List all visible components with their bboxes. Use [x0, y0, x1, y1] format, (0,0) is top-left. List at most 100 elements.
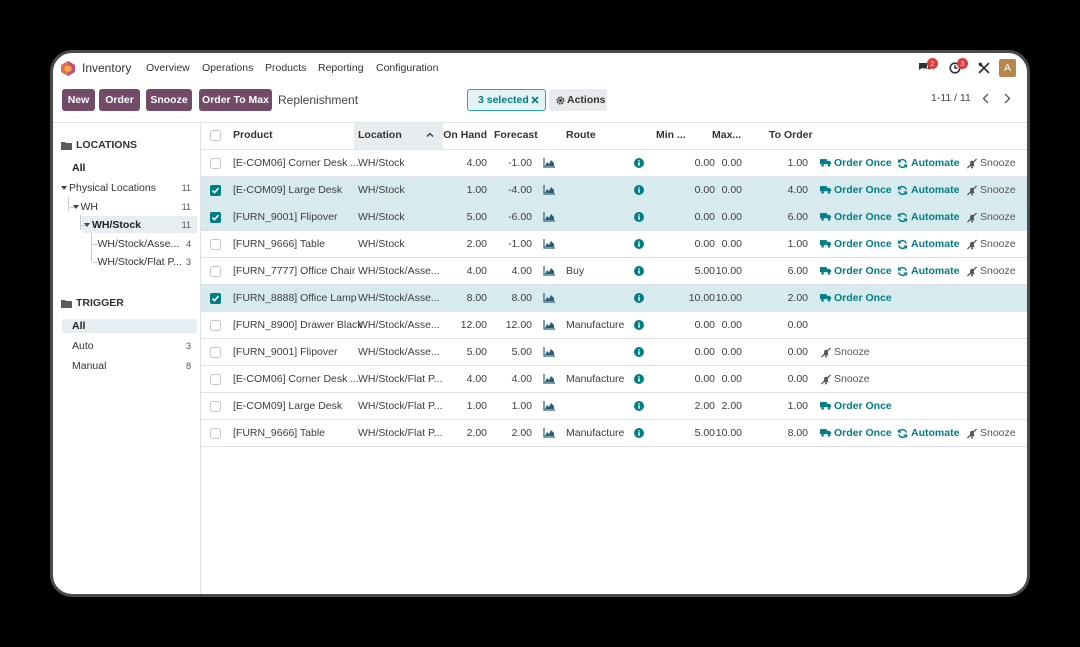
tree-item[interactable]: WH/Stock	[92, 219, 142, 231]
info-icon-part[interactable]	[638, 242, 640, 247]
row-checkbox-part[interactable]	[210, 184, 221, 196]
automate-button[interactable]: Automate	[911, 264, 960, 277]
forecast-graph-part[interactable]	[545, 267, 554, 274]
snooze-icon-part[interactable]	[966, 211, 978, 223]
info-icon[interactable]	[634, 400, 644, 411]
info-icon-part[interactable]	[638, 404, 640, 409]
order-once-icon-part[interactable]	[820, 428, 827, 434]
info-icon-part[interactable]	[634, 211, 644, 222]
order-once-icon-part[interactable]	[826, 403, 832, 407]
automate-icon[interactable]	[897, 185, 909, 196]
row-checkbox[interactable]	[210, 184, 221, 196]
order-once-icon-part[interactable]	[821, 433, 824, 437]
snooze-button[interactable]: Snooze	[980, 210, 1016, 223]
info-icon-part[interactable]	[638, 321, 640, 323]
snooze-icon[interactable]	[966, 238, 978, 250]
snooze-icon-part[interactable]	[966, 211, 978, 223]
tree-caret[interactable]	[72, 204, 79, 210]
order-once-icon-part[interactable]	[821, 190, 824, 194]
column-header[interactable]: Location	[358, 129, 402, 141]
info-icon-part[interactable]	[634, 373, 644, 384]
pager-prev-part[interactable]	[982, 93, 989, 104]
info-icon-part[interactable]	[638, 186, 640, 188]
order-once-icon-part[interactable]	[821, 217, 824, 221]
forecast-graph-part[interactable]	[543, 265, 555, 276]
order-once-icon-part[interactable]	[820, 185, 832, 194]
info-icon-part[interactable]	[638, 323, 640, 328]
snooze-icon-part[interactable]	[966, 238, 978, 250]
automate-button[interactable]: Automate	[911, 210, 960, 223]
forecast-graph-part[interactable]	[545, 429, 554, 436]
filter-item[interactable]: Auto	[72, 340, 94, 352]
snooze-icon[interactable]	[966, 211, 978, 223]
row-checkbox[interactable]	[210, 319, 221, 331]
snooze-icon-part[interactable]	[970, 165, 974, 168]
automate-icon-part[interactable]	[898, 212, 907, 222]
select-all[interactable]	[210, 130, 221, 141]
tree-caret[interactable]	[61, 185, 67, 191]
forecast-graph-part[interactable]	[543, 265, 555, 276]
order-once-icon-part[interactable]	[827, 406, 831, 410]
order-once-button[interactable]: Order Once	[834, 156, 892, 169]
order-once-icon-part[interactable]	[826, 160, 832, 164]
forecast-graph-part[interactable]	[545, 240, 554, 247]
forecast-graph-part[interactable]	[543, 238, 555, 249]
info-icon-part[interactable]	[638, 213, 640, 215]
forecast-graph-part[interactable]	[543, 427, 555, 438]
order-once-icon-part[interactable]	[821, 298, 824, 302]
order-once-icon-part[interactable]	[827, 163, 831, 167]
tree-caret-part[interactable]	[84, 223, 90, 227]
forecast-graph-part[interactable]	[545, 213, 554, 220]
row-checkbox-part[interactable]	[210, 238, 221, 250]
tree-item[interactable]: WH/Stock/Asse...	[97, 237, 180, 250]
info-icon-part[interactable]	[638, 240, 640, 242]
snooze-button[interactable]: Snooze	[834, 372, 870, 385]
info-icon-part[interactable]	[638, 377, 640, 382]
forecast-graph-part[interactable]	[543, 184, 555, 195]
row-checkbox-part[interactable]	[210, 238, 221, 250]
info-icon-part[interactable]	[634, 346, 644, 357]
automate-button[interactable]: Automate	[911, 426, 960, 439]
order-once-icon-part[interactable]	[827, 433, 831, 437]
info-icon-part[interactable]	[638, 267, 640, 269]
info-icon-part[interactable]	[634, 400, 644, 411]
automate-button[interactable]: Automate	[911, 156, 960, 169]
filter-item[interactable]: All	[72, 320, 86, 332]
info-icon-part[interactable]	[638, 159, 640, 161]
info-icon-part[interactable]	[634, 319, 644, 330]
order-once-icon[interactable]	[820, 185, 832, 196]
order-once-icon-part[interactable]	[820, 293, 832, 302]
order-once-icon-part[interactable]	[820, 212, 827, 218]
order-once-icon-part[interactable]	[827, 271, 831, 275]
order-once-button[interactable]: Order Once	[834, 399, 892, 412]
action-button[interactable]: Order To Max	[199, 89, 272, 111]
order-once-icon-part[interactable]	[827, 190, 831, 194]
forecast-graph[interactable]	[543, 265, 555, 276]
filter-item[interactable]: Manual	[72, 360, 107, 372]
forecast-graph-part[interactable]	[545, 348, 554, 355]
column-header[interactable]: Product	[233, 129, 273, 141]
row-checkbox[interactable]	[210, 238, 221, 250]
row-checkbox-part[interactable]	[210, 346, 221, 358]
select-all-part[interactable]	[210, 130, 221, 141]
row-checkbox-part[interactable]	[210, 400, 221, 412]
order-once-icon-part[interactable]	[826, 187, 832, 191]
info-icon-part[interactable]	[638, 188, 640, 193]
order-once-icon-part[interactable]	[826, 268, 832, 272]
row-checkbox-part[interactable]	[210, 319, 221, 331]
snooze-icon[interactable]	[820, 373, 832, 385]
order-once-icon-part[interactable]	[820, 158, 832, 167]
forecast-graph-part[interactable]	[545, 159, 554, 166]
forecast-graph-part[interactable]	[545, 321, 554, 328]
clear-selection-part[interactable]	[531, 96, 539, 104]
automate-icon-part[interactable]	[898, 266, 907, 276]
automate-icon-part[interactable]	[897, 158, 908, 169]
row-checkbox-part[interactable]	[210, 157, 221, 169]
snooze-icon-part[interactable]	[970, 246, 974, 249]
order-once-icon[interactable]	[820, 293, 832, 304]
row-checkbox[interactable]	[210, 292, 221, 304]
debug-icon-part[interactable]	[978, 62, 990, 74]
order-once-icon-part[interactable]	[821, 271, 824, 275]
automate-icon-part[interactable]	[898, 428, 907, 438]
messages-icon-part[interactable]	[919, 63, 927, 70]
